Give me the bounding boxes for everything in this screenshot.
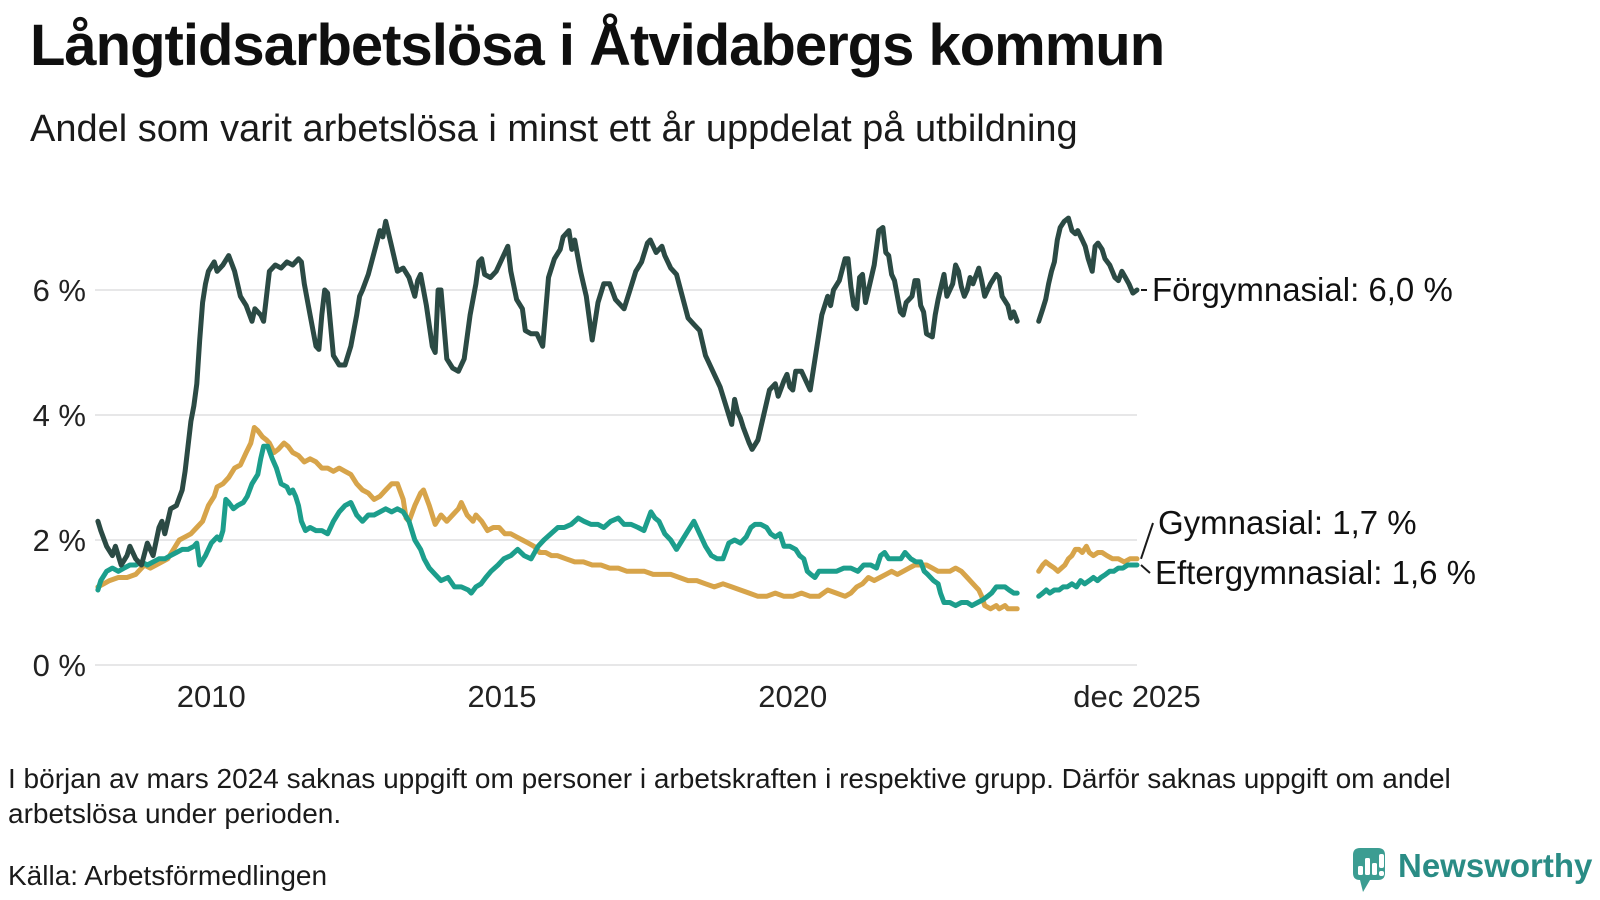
x-tick-label: 2015 xyxy=(468,679,537,714)
y-tick-label: 0 % xyxy=(33,648,86,683)
x-tick-label: 2010 xyxy=(177,679,246,714)
series-label-forgymnasial: Förgymnasial: 6,0 % xyxy=(1152,271,1453,308)
source-text: Källa: Arbetsförmedlingen xyxy=(8,860,328,891)
newsworthy-logo: Newsworthy xyxy=(1345,842,1592,896)
page-title: Långtidsarbetslösa i Åtvidabergs kommun xyxy=(30,13,1165,78)
series-line-gymnasial xyxy=(95,425,1140,612)
label-connector xyxy=(1140,564,1151,574)
series-line-eftergymnasial xyxy=(95,443,1140,609)
series-label-gymnasial: Gymnasial: 1,7 % xyxy=(1158,504,1417,541)
y-tick-label: 4 % xyxy=(33,398,86,433)
y-tick-label: 6 % xyxy=(33,273,86,308)
x-tick-label: dec 2025 xyxy=(1073,679,1201,714)
newsworthy-pin-icon xyxy=(1353,848,1385,892)
footnote: I början av mars 2024 saknas uppgift om … xyxy=(8,763,1451,829)
label-connector xyxy=(1140,522,1154,560)
newsworthy-wordmark: Newsworthy xyxy=(1398,847,1593,884)
series-line-forgymnasial xyxy=(95,215,1140,568)
series-label-eftergymnasial: Eftergymnasial: 1,6 % xyxy=(1155,554,1476,591)
y-tick-label: 2 % xyxy=(33,523,86,558)
x-tick-label: 2020 xyxy=(758,679,827,714)
page-subtitle: Andel som varit arbetslösa i minst ett å… xyxy=(30,108,1078,150)
